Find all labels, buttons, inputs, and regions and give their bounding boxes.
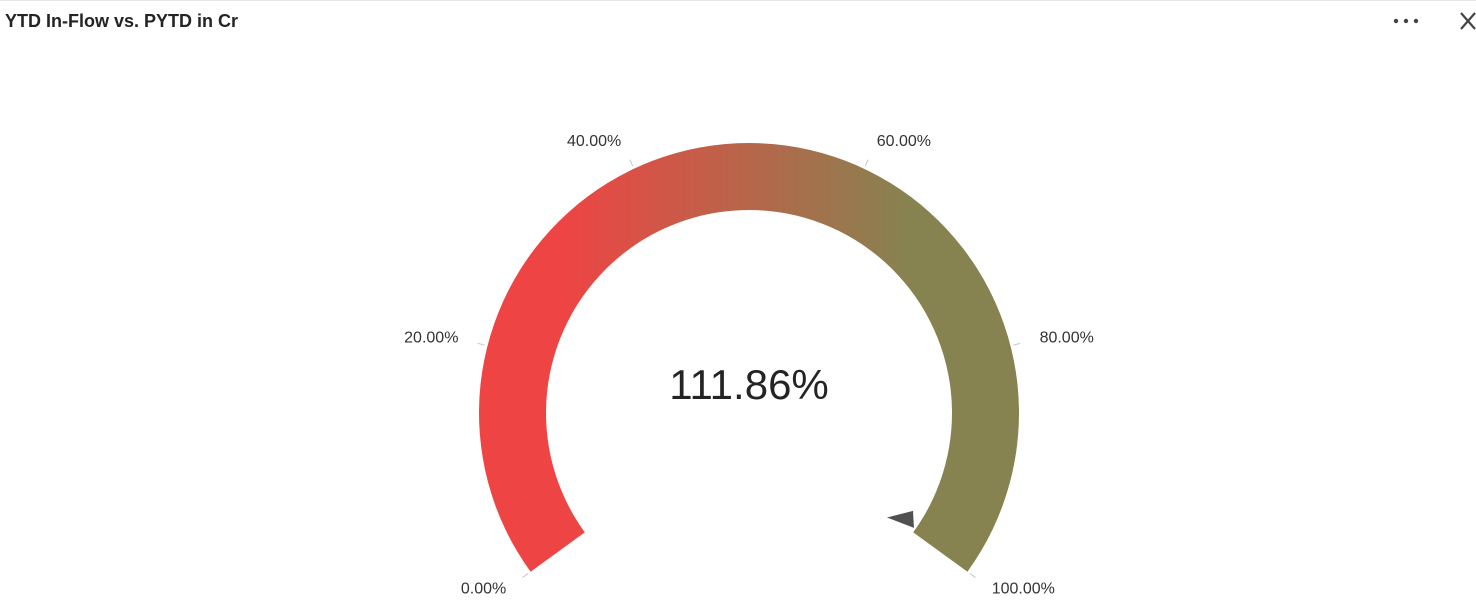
- tick-label: 40.00%: [567, 133, 621, 150]
- tick-mark: [864, 159, 869, 167]
- tick-label: 60.00%: [877, 133, 931, 150]
- tick-label: 100.00%: [992, 581, 1055, 598]
- top-border: [0, 0, 1476, 1]
- tick-mark: [522, 573, 529, 578]
- tick-mark: [629, 159, 634, 167]
- close-button[interactable]: [1460, 12, 1476, 30]
- value-pointer: [886, 510, 914, 528]
- more-options[interactable]: [1393, 18, 1419, 24]
- value-label: 111.86%: [669, 361, 829, 408]
- tick-mark: [477, 342, 485, 346]
- tick-label: 0.00%: [461, 581, 506, 598]
- tick-mark: [1013, 342, 1021, 346]
- tick-label: 80.00%: [1040, 330, 1094, 347]
- tick-mark: [969, 573, 976, 578]
- gauge-value-arc: [478, 143, 1019, 572]
- tick-label: 20.00%: [404, 330, 458, 347]
- chart-title: YTD In-Flow vs. PYTD in Cr: [5, 11, 238, 31]
